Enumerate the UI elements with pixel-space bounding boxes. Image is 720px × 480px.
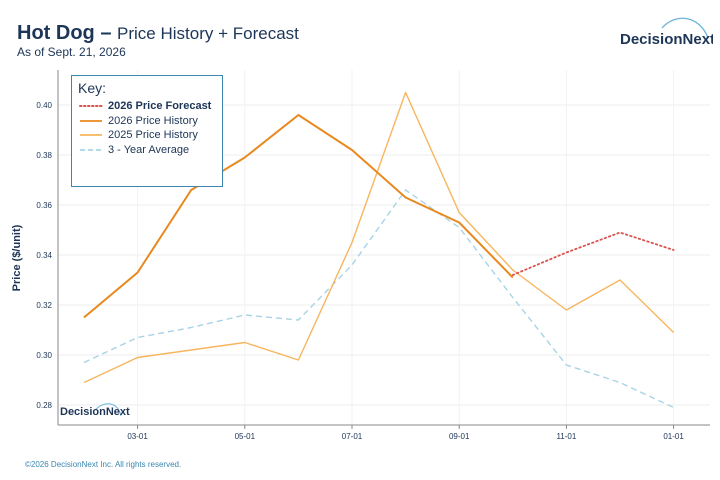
legend-label: 2025 Price History	[108, 129, 198, 142]
x-tick-label: 05-01	[235, 432, 256, 441]
legend: Key: 2026 Price Forecast 2026 Price Histo…	[71, 75, 223, 187]
legend-label: 2026 Price History	[108, 114, 198, 127]
as-of-date: As of Sept. 21, 2026	[17, 45, 126, 59]
series-line-2025-price-history	[83, 91, 675, 384]
x-tick-label: 07-01	[342, 432, 363, 441]
decisionnext-logo: DecisionNext	[620, 17, 713, 48]
series-line-2026-price-forecast	[511, 231, 675, 276]
legend-item: 3 - Year Average	[78, 143, 216, 158]
y-tick-label: 0.30	[36, 351, 52, 360]
y-tick-label: 0.36	[36, 201, 52, 210]
watermark-arc	[94, 403, 122, 417]
copyright-notice: ©2026 DecisionNext Inc. All rights reser…	[25, 460, 182, 469]
legend-swatch	[80, 134, 102, 137]
axis-layer: 0.28 0.30 0.32 0.34 0.36 0.38 0.40 03-01 05-01 07…	[36, 70, 710, 441]
title-separator: –	[100, 22, 112, 44]
series-layer	[83, 91, 675, 409]
y-tick-label: 0.32	[36, 301, 52, 310]
legend-label: 3 - Year Average	[108, 143, 190, 156]
legend-title: Key:	[78, 80, 107, 96]
legend-label: 2026 Price Forecast	[108, 100, 212, 113]
x-tick-label: 11-01	[556, 432, 576, 441]
legend-swatch	[79, 105, 103, 108]
legend-item: 2026 Price History	[78, 114, 216, 129]
x-tick-label: 09-01	[449, 432, 470, 441]
chart-subtitle: Price History + Forecast	[117, 24, 299, 43]
y-tick-label: 0.28	[36, 401, 52, 410]
series-line-2026-price-history	[83, 114, 514, 319]
y-tick-label: 0.34	[36, 251, 52, 260]
y-tick-label: 0.40	[36, 101, 52, 110]
legend-item: 2026 Price Forecast	[78, 99, 216, 114]
x-tick-label: 01-01	[663, 432, 684, 441]
y-tick-label: 0.38	[36, 151, 52, 160]
legend-swatch	[80, 119, 102, 122]
product-name: Hot Dog	[17, 22, 95, 44]
x-tick-label: 03-01	[127, 432, 148, 441]
y-axis-label: Price ($/unit)	[11, 224, 23, 291]
chart-title: Hot Dog – Price History + Forecast	[17, 22, 299, 45]
decisionnext-watermark: DecisionNext	[60, 403, 130, 418]
legend-swatch	[80, 148, 102, 151]
watermark-wordmark: DecisionNext	[60, 406, 130, 418]
logo-wordmark: DecisionNext	[620, 31, 713, 48]
legend-items: 2026 Price Forecast 2026 Price History 202…	[78, 99, 216, 157]
logo-arc	[661, 17, 709, 39]
series-line-3-year-average	[83, 189, 674, 409]
legend-item: 2025 Price History	[78, 128, 216, 143]
